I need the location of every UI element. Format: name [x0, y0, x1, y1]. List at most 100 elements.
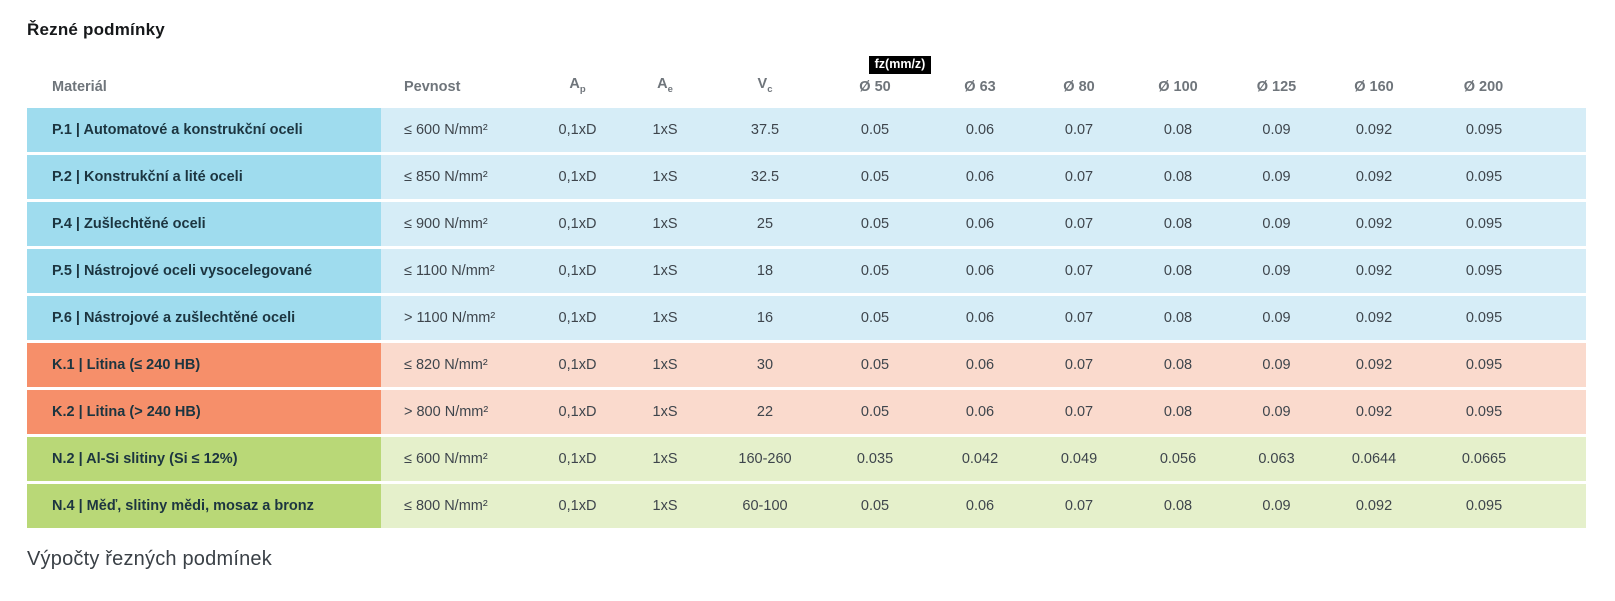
fz-d125-cell: 0.063	[1228, 436, 1325, 481]
fz-d50-cell: 0.05	[820, 154, 930, 199]
col-header-d80: Ø 80	[1063, 78, 1095, 95]
table-row: K.2 | Litina (> 240 HB) > 800 N/mm² 0,1xD 1…	[27, 389, 1586, 434]
fz-d100-cell: 0.08	[1128, 107, 1228, 152]
col-header-d50: fz(mm/z) Ø 50	[820, 56, 932, 105]
fz-d100-cell: 0.08	[1128, 389, 1228, 434]
vc-cell: 37.5	[710, 107, 820, 152]
strength-cell: ≤ 600 N/mm²	[381, 436, 535, 481]
cutting-conditions-table: Materiál Pevnost Ap Ae Vc fz(mm/z) Ø 50 …	[27, 53, 1586, 531]
ae-cell: 1xS	[620, 342, 710, 387]
material-cell: K.2 | Litina (> 240 HB)	[27, 389, 381, 434]
fz-d63-cell: 0.06	[930, 483, 1030, 528]
fz-d50-cell: 0.05	[820, 248, 930, 293]
fz-d100-cell: 0.08	[1128, 483, 1228, 528]
ap-cell: 0,1xD	[535, 295, 620, 340]
section-heading-calculations: Výpočty řezných podmínek	[27, 547, 272, 570]
fz-d80-cell: 0.07	[1030, 389, 1128, 434]
fz-d200-cell: 0.095	[1423, 107, 1586, 152]
fz-d160-cell: 0.092	[1325, 201, 1423, 246]
fz-d125-cell: 0.09	[1228, 107, 1325, 152]
fz-d63-cell: 0.06	[930, 342, 1030, 387]
table-row: K.1 | Litina (≤ 240 HB) ≤ 820 N/mm² 0,1xD 1…	[27, 342, 1586, 387]
fz-d200-cell: 0.095	[1423, 154, 1586, 199]
fz-d100-cell: 0.08	[1128, 154, 1228, 199]
fz-d63-cell: 0.042	[930, 436, 1030, 481]
ap-cell: 0,1xD	[535, 154, 620, 199]
fz-d125-cell: 0.09	[1228, 389, 1325, 434]
fz-d63-cell: 0.06	[930, 107, 1030, 152]
fz-d200-cell: 0.095	[1423, 483, 1586, 528]
vc-cell: 25	[710, 201, 820, 246]
fz-d125-cell: 0.09	[1228, 295, 1325, 340]
fz-d100-cell: 0.08	[1128, 342, 1228, 387]
fz-d50-cell: 0.05	[820, 107, 930, 152]
strength-cell: ≤ 900 N/mm²	[381, 201, 535, 246]
strength-cell: > 800 N/mm²	[381, 389, 535, 434]
material-cell: P.4 | Zušlechtěné oceli	[27, 201, 381, 246]
material-cell: P.5 | Nástrojové oceli vysocelegované	[27, 248, 381, 293]
fz-d125-cell: 0.09	[1228, 342, 1325, 387]
fz-d200-cell: 0.095	[1423, 248, 1586, 293]
ae-cell: 1xS	[620, 295, 710, 340]
table-row: P.2 | Konstrukční a lité oceli ≤ 850 N/mm…	[27, 154, 1586, 199]
fz-d200-cell: 0.095	[1423, 342, 1586, 387]
fz-d63-cell: 0.06	[930, 295, 1030, 340]
col-header-material: Materiál	[52, 78, 107, 95]
col-header-strength: Pevnost	[404, 78, 461, 95]
fz-d125-cell: 0.09	[1228, 154, 1325, 199]
fz-d160-cell: 0.092	[1325, 154, 1423, 199]
fz-d63-cell: 0.06	[930, 201, 1030, 246]
col-header-ae: Ae	[657, 75, 673, 95]
header-row: Materiál Pevnost Ap Ae Vc fz(mm/z) Ø 50 …	[27, 56, 1586, 105]
vc-cell: 18	[710, 248, 820, 293]
table-row: P.5 | Nástrojové oceli vysocelegované ≤ 1…	[27, 248, 1586, 293]
material-cell: P.6 | Nástrojové a zušlechtěné oceli	[27, 295, 381, 340]
strength-cell: > 1100 N/mm²	[381, 295, 535, 340]
page-title: Řezné podmínky	[27, 20, 165, 39]
fz-badge-wrap: fz(mm/z)	[820, 56, 932, 74]
fz-d100-cell: 0.08	[1128, 201, 1228, 246]
col-header-d125: Ø 125	[1256, 78, 1297, 95]
col-header-d160: Ø 160	[1354, 78, 1394, 95]
fz-d200-cell: 0.0665	[1423, 436, 1586, 481]
ae-cell: 1xS	[620, 248, 710, 293]
fz-d80-cell: 0.049	[1030, 436, 1128, 481]
ap-cell: 0,1xD	[535, 107, 620, 152]
fz-d63-cell: 0.06	[930, 248, 1030, 293]
material-cell: N.4 | Měď, slitiny mědi, mosaz a bronz	[27, 483, 381, 528]
fz-d80-cell: 0.07	[1030, 483, 1128, 528]
col-header-vc: Vc	[757, 75, 773, 95]
fz-d160-cell: 0.092	[1325, 389, 1423, 434]
vc-cell: 30	[710, 342, 820, 387]
fz-d63-cell: 0.06	[930, 154, 1030, 199]
ae-cell: 1xS	[620, 107, 710, 152]
ap-cell: 0,1xD	[535, 201, 620, 246]
vc-cell: 16	[710, 295, 820, 340]
fz-d160-cell: 0.092	[1325, 107, 1423, 152]
material-cell: P.2 | Konstrukční a lité oceli	[27, 154, 381, 199]
table-row: P.6 | Nástrojové a zušlechtěné oceli > 11…	[27, 295, 1586, 340]
fz-d125-cell: 0.09	[1228, 201, 1325, 246]
vc-cell: 160-260	[710, 436, 820, 481]
fz-d160-cell: 0.092	[1325, 248, 1423, 293]
col-header-d100: Ø 100	[1158, 78, 1198, 95]
table-body: P.1 | Automatové a konstrukční oceli ≤ 60…	[27, 107, 1586, 528]
ap-cell: 0,1xD	[535, 389, 620, 434]
fz-d80-cell: 0.07	[1030, 342, 1128, 387]
fz-d160-cell: 0.092	[1325, 483, 1423, 528]
ae-cell: 1xS	[620, 483, 710, 528]
fz-d50-cell: 0.05	[820, 295, 930, 340]
strength-cell: ≤ 1100 N/mm²	[381, 248, 535, 293]
strength-cell: ≤ 850 N/mm²	[381, 154, 535, 199]
ae-cell: 1xS	[620, 154, 710, 199]
fz-d80-cell: 0.07	[1030, 107, 1128, 152]
col-header-ap: Ap	[569, 75, 586, 95]
table-row: P.4 | Zušlechtěné oceli ≤ 900 N/mm² 0,1xD 1…	[27, 201, 1586, 246]
fz-d200-cell: 0.095	[1423, 389, 1586, 434]
fz-d50-cell: 0.05	[820, 342, 930, 387]
ap-cell: 0,1xD	[535, 342, 620, 387]
fz-d160-cell: 0.092	[1325, 342, 1423, 387]
fz-d50-cell: 0.05	[820, 201, 930, 246]
fz-d80-cell: 0.07	[1030, 248, 1128, 293]
strength-cell: ≤ 600 N/mm²	[381, 107, 535, 152]
